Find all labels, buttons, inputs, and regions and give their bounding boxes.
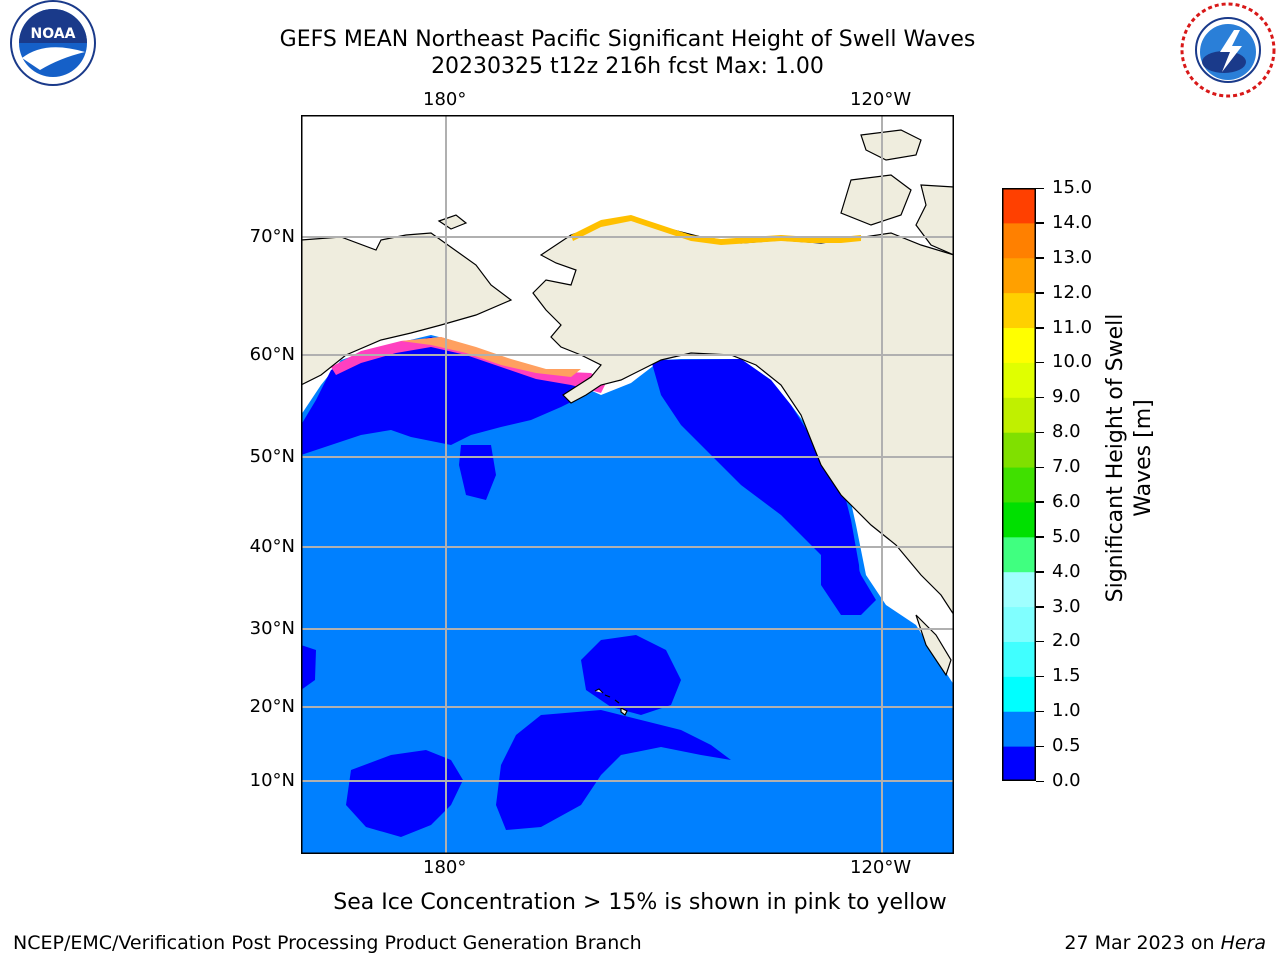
lat-label-30n: 30°N <box>249 618 295 639</box>
colorbar-cell <box>1002 571 1036 608</box>
map-panel <box>301 115 954 854</box>
lat-label-40n: 40°N <box>249 536 295 557</box>
colorbar-cell <box>1002 467 1036 503</box>
colorbar-tick-mark <box>1036 327 1044 329</box>
colorbar-cell <box>1002 222 1036 259</box>
colorbar-tick-mark <box>1036 187 1044 189</box>
colorbar-tick-mark <box>1036 361 1044 364</box>
footer-date-text: 27 Mar 2023 on <box>1064 932 1221 954</box>
colorbar-tick-mark <box>1036 536 1044 538</box>
colorbar-tick-mark <box>1036 710 1044 713</box>
low-swell-west-edge <box>301 645 316 690</box>
colorbar-frame <box>1002 188 1036 781</box>
colorbar-tick-label: 1.0 <box>1052 700 1081 722</box>
footer-date: 27 Mar 2023 on Hera <box>1064 932 1266 954</box>
low-swell-southwest <box>346 750 463 837</box>
colorbar-tick-mark <box>1036 571 1044 573</box>
colorbar-cell <box>1002 746 1036 781</box>
low-swell-hawaii-south <box>496 710 731 830</box>
lat-label-60n: 60°N <box>249 344 295 365</box>
colorbar-label-line2: Waves [m] <box>1131 399 1156 517</box>
nws-logo <box>1180 2 1276 98</box>
colorbar-cell <box>1002 397 1036 433</box>
colorbar-tick-label: 10.0 <box>1052 351 1093 373</box>
colorbar-cell <box>1002 606 1036 642</box>
map-gridlines <box>301 115 954 854</box>
colorbar-cell <box>1002 676 1036 712</box>
colorbar-tick-mark <box>1036 501 1044 503</box>
colorbar-tick-label: 4.0 <box>1052 560 1081 582</box>
colorbar-tick-mark <box>1036 780 1044 782</box>
chart-title-line1: GEFS MEAN Northeast Pacific Significant … <box>279 27 976 52</box>
colorbar-tick-mark <box>1036 257 1044 259</box>
colorbar-cell <box>1002 501 1036 538</box>
colorbar-tick-label: 6.0 <box>1052 490 1081 512</box>
colorbar-tick-label: 9.0 <box>1052 386 1081 408</box>
colorbar-cells <box>1002 188 1036 781</box>
sea-ice-note: Sea Ice Concentration > 15% is shown in … <box>333 890 947 915</box>
lat-label-10n: 10°N <box>249 770 295 791</box>
colorbar-tick-label: 12.0 <box>1052 281 1093 303</box>
lon-label-bottom-120w: 120°W <box>850 857 912 878</box>
land-arctic-islands <box>840 174 912 226</box>
colorbar-cell <box>1002 536 1036 573</box>
colorbar-tick-mark <box>1036 396 1044 399</box>
colorbar-tick-label: 0.5 <box>1052 735 1081 757</box>
colorbar-tick-mark <box>1036 745 1044 748</box>
land-canada-islands <box>860 129 922 161</box>
colorbar-tick-mark <box>1036 222 1044 224</box>
colorbar-tick-label: 13.0 <box>1052 246 1093 268</box>
colorbar-tick-mark <box>1036 675 1044 678</box>
colorbar-tick-mark <box>1036 466 1044 469</box>
noaa-logo-text: NOAA <box>31 26 76 42</box>
colorbar-tick-mark <box>1036 431 1044 434</box>
colorbar-tick-label: 7.0 <box>1052 456 1081 478</box>
colorbar-tick-mark <box>1036 606 1044 608</box>
colorbar-cell <box>1002 257 1036 294</box>
colorbar-label: Significant Height of Swell Waves [m] <box>1102 268 1158 648</box>
colorbar-tick-label: 14.0 <box>1052 211 1093 233</box>
lon-label-top-120w: 120°W <box>850 89 912 110</box>
lat-label-50n: 50°N <box>249 446 295 467</box>
colorbar-tick-label: 11.0 <box>1052 316 1093 338</box>
colorbar-cell <box>1002 327 1036 363</box>
land-alaska-siberia <box>301 232 513 386</box>
lat-label-70n: 70°N <box>249 226 295 247</box>
lat-label-20n: 20°N <box>249 696 295 717</box>
colorbar-tick-label: 1.5 <box>1052 665 1081 687</box>
colorbar-cell <box>1002 292 1036 329</box>
lon-label-bottom-180: 180° <box>423 857 467 878</box>
colorbar-tick-mark <box>1036 640 1044 643</box>
colorbar-cell <box>1002 432 1036 468</box>
land-hawaii-islands <box>594 688 628 716</box>
colorbar-tick-label: 2.0 <box>1052 630 1081 652</box>
colorbar-cell <box>1002 362 1036 398</box>
footer-machine: Hera <box>1220 932 1266 954</box>
colorbar-label-line1: Significant Height of Swell <box>1103 313 1128 603</box>
colorbar-tick-label: 0.0 <box>1052 770 1081 791</box>
colorbar-cell <box>1002 188 1036 224</box>
colorbar-tick-mark <box>1036 292 1044 294</box>
lon-label-top-180: 180° <box>423 89 467 110</box>
sea-ice-bering <box>331 337 606 393</box>
low-swell-mid-patch <box>459 445 496 500</box>
low-swell-northern-band <box>301 337 601 455</box>
colorbar-tick-label: 15.0 <box>1052 177 1093 198</box>
colorbar-cell <box>1002 641 1036 677</box>
colorbar-tick-label: 5.0 <box>1052 525 1081 547</box>
colorbar-cell <box>1002 711 1036 747</box>
noaa-logo: NOAA <box>10 0 96 86</box>
footer-branch: NCEP/EMC/Verification Post Processing Pr… <box>13 932 642 954</box>
colorbar-tick-label: 8.0 <box>1052 421 1081 443</box>
colorbar <box>1002 188 1036 781</box>
low-swell-gulf-alaska <box>651 359 861 595</box>
map-frame <box>301 115 954 854</box>
colorbar-tick-label: 3.0 <box>1052 595 1081 617</box>
chart-title-line2: 20230325 t12z 216h fcst Max: 1.00 <box>431 54 824 79</box>
